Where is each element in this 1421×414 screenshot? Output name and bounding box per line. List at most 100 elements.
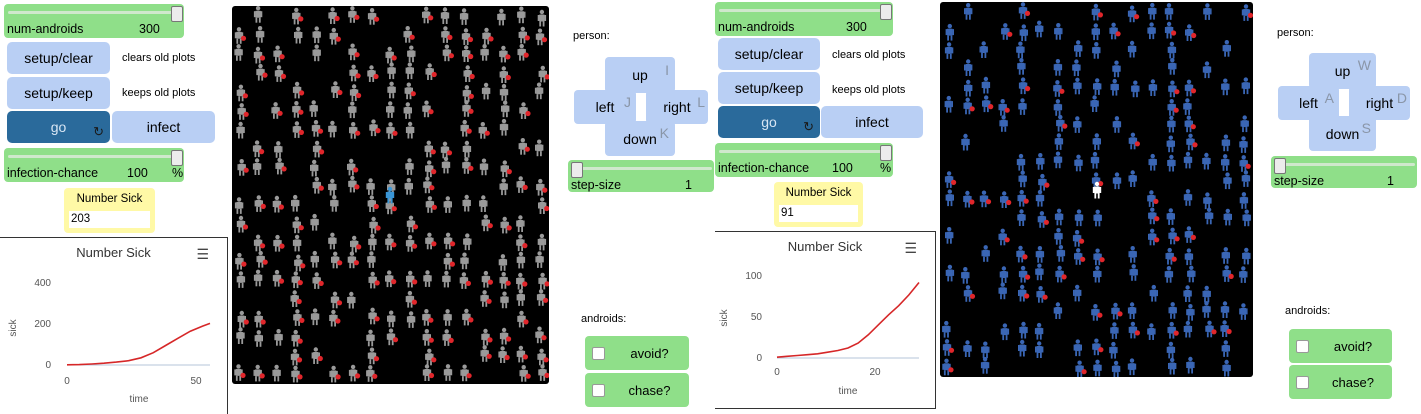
slider-track[interactable] (8, 11, 172, 14)
android (500, 216, 512, 234)
android (1073, 284, 1082, 302)
hamburger-menu-icon[interactable]: ☰ (904, 240, 917, 256)
android (406, 270, 418, 288)
android (538, 65, 549, 83)
android (1203, 192, 1212, 210)
key-hint: D (1396, 90, 1407, 106)
android (1112, 60, 1121, 78)
slider-thumb[interactable] (880, 4, 892, 20)
android (294, 26, 303, 44)
setup-clear-button[interactable]: setup/clear (7, 42, 110, 74)
android (518, 26, 530, 44)
world-view[interactable] (940, 2, 1253, 377)
right-button[interactable]: right D (1349, 86, 1410, 120)
num-androids-slider[interactable]: num-androids 300 (715, 2, 893, 36)
slider-track[interactable] (719, 9, 881, 12)
key-hint: L (697, 94, 705, 110)
person-label: person: (573, 30, 610, 42)
slider-track[interactable] (719, 150, 881, 153)
slider-thumb[interactable] (880, 145, 892, 161)
left-button[interactable]: left A (1278, 86, 1339, 120)
slider-track[interactable] (572, 167, 712, 170)
world-canvas[interactable] (940, 2, 1253, 377)
number-sick-plot: Number Sick ☰ sick time 400 200 0 0 50 (0, 237, 228, 414)
android (963, 340, 972, 357)
android (272, 195, 284, 213)
slider-thumb[interactable] (171, 6, 183, 22)
setup-clear-button[interactable]: setup/clear (718, 38, 820, 70)
checkbox-box[interactable] (592, 347, 605, 360)
android (1091, 172, 1104, 190)
android (537, 233, 547, 251)
android (423, 270, 432, 287)
infection-chance-slider[interactable]: infection-chance 100 % (715, 143, 893, 177)
android (518, 138, 530, 155)
android (291, 329, 303, 347)
slider-track[interactable] (8, 155, 172, 158)
slider-value: 100 (127, 166, 148, 180)
world-canvas[interactable] (232, 6, 549, 384)
infect-button[interactable]: infect (112, 111, 215, 143)
plot-title: Number Sick (787, 239, 863, 254)
chase-checkbox[interactable]: chase? (1289, 365, 1392, 399)
android (1017, 57, 1026, 75)
android (1223, 172, 1232, 190)
slider-thumb[interactable] (1274, 158, 1286, 174)
up-button[interactable]: up I (605, 57, 675, 93)
avoid-checkbox[interactable]: avoid? (585, 336, 689, 370)
step-size-slider[interactable]: step-size 1 (568, 160, 714, 192)
left-button[interactable]: left J (574, 90, 636, 124)
android (501, 100, 510, 118)
android (1222, 359, 1231, 377)
android (535, 251, 544, 268)
slider-thumb[interactable] (171, 150, 183, 166)
slider-track[interactable] (1275, 163, 1415, 166)
infection-chance-slider[interactable]: infection-chance 100 % (4, 148, 184, 182)
infect-button[interactable]: infect (821, 106, 923, 138)
android (462, 157, 474, 174)
setup-keep-button[interactable]: setup/keep (7, 77, 110, 109)
step-size-slider[interactable]: step-size 1 (1271, 156, 1417, 188)
android (517, 6, 526, 24)
android (462, 45, 474, 62)
android (405, 121, 415, 139)
android (329, 309, 341, 327)
world-view[interactable] (232, 6, 549, 384)
down-button[interactable]: down S (1309, 116, 1376, 151)
android (945, 227, 954, 244)
hamburger-menu-icon[interactable]: ☰ (196, 246, 209, 262)
android (425, 232, 437, 250)
android (347, 158, 359, 176)
android (516, 272, 528, 290)
checkbox-box[interactable] (592, 384, 605, 397)
android (1054, 23, 1063, 40)
android (1131, 80, 1140, 98)
android (1109, 22, 1121, 40)
checkbox-box[interactable] (1296, 340, 1309, 353)
go-button[interactable]: go ↻ (7, 111, 110, 143)
right-button[interactable]: right L (646, 90, 708, 124)
down-button[interactable]: down K (605, 121, 675, 156)
android (368, 307, 380, 325)
android (367, 65, 379, 82)
go-button[interactable]: go ↻ (718, 106, 820, 138)
android (1018, 284, 1030, 302)
chase-checkbox[interactable]: chase? (585, 373, 689, 407)
android (1001, 23, 1013, 40)
android (480, 290, 492, 307)
checkbox-box[interactable] (1296, 376, 1309, 389)
setup-keep-button[interactable]: setup/keep (718, 72, 820, 104)
android (368, 271, 380, 289)
android (1183, 189, 1193, 206)
android (538, 197, 549, 214)
android (535, 326, 547, 344)
android (462, 85, 474, 102)
android (1165, 247, 1177, 265)
avoid-checkbox[interactable]: avoid? (1289, 329, 1392, 363)
android (1053, 302, 1063, 319)
android (311, 120, 324, 137)
slider-thumb[interactable] (571, 162, 583, 178)
android (1239, 266, 1248, 283)
up-button[interactable]: up W (1309, 53, 1376, 89)
num-androids-slider[interactable]: num-androids 300 (4, 4, 184, 38)
